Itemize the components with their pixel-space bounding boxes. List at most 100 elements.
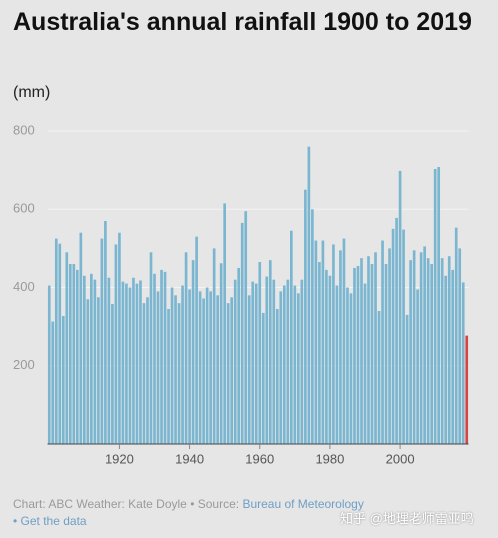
bar — [272, 279, 276, 444]
bar — [118, 232, 121, 444]
bar — [121, 281, 125, 444]
bar — [258, 262, 262, 444]
bar — [381, 240, 384, 444]
bar — [311, 209, 314, 444]
x-tick-label: 1920 — [105, 451, 134, 466]
bar — [335, 285, 339, 444]
bar — [65, 252, 69, 444]
bar — [251, 281, 255, 444]
bar — [332, 244, 335, 444]
bar — [100, 238, 104, 444]
source-link[interactable]: Bureau of Meteorology — [242, 497, 364, 511]
bar — [163, 271, 167, 444]
bar — [430, 264, 433, 444]
bar — [58, 243, 62, 444]
bar — [226, 303, 230, 444]
bar — [437, 166, 441, 444]
bar — [293, 285, 297, 444]
bar — [79, 232, 83, 444]
bar — [461, 282, 465, 444]
bar — [233, 279, 237, 444]
y-tick-label: 400 — [13, 279, 35, 294]
bar — [321, 240, 325, 444]
x-tick-label: 2000 — [386, 451, 415, 466]
bar — [61, 316, 65, 444]
bar — [304, 189, 307, 444]
bar — [244, 211, 248, 444]
bar — [188, 289, 191, 444]
bar — [444, 275, 448, 444]
bar — [261, 312, 265, 444]
bar — [149, 252, 153, 444]
x-tick-label: 1980 — [315, 451, 344, 466]
y-axis-label: (mm) — [13, 84, 51, 101]
bar — [349, 293, 353, 444]
bar — [419, 252, 423, 444]
bar — [254, 283, 258, 444]
bar — [86, 299, 90, 444]
bar — [142, 303, 146, 444]
bar — [230, 297, 234, 444]
bar — [54, 238, 58, 444]
bar — [174, 295, 177, 444]
bar — [402, 229, 405, 444]
bar — [282, 285, 286, 444]
bar — [279, 291, 283, 444]
bar — [93, 279, 97, 444]
bar — [146, 297, 149, 444]
bar — [465, 335, 469, 444]
bar — [83, 275, 86, 444]
chart-title: Australia's annual rainfall 1900 to 2019 — [13, 8, 472, 36]
bar — [416, 289, 419, 444]
bar — [367, 256, 370, 444]
bar — [202, 298, 205, 444]
bar — [423, 246, 426, 444]
bar — [167, 309, 170, 444]
bar — [219, 263, 223, 444]
bar — [458, 248, 462, 444]
bar — [398, 170, 402, 444]
bar — [328, 275, 332, 444]
bar — [346, 287, 349, 444]
footer: Chart: ABC Weather: Kate Doyle • Source:… — [13, 496, 413, 530]
bar — [356, 265, 360, 444]
bar — [433, 168, 437, 445]
bar — [318, 262, 321, 444]
bar — [209, 291, 212, 444]
bar — [132, 277, 135, 444]
bar — [286, 279, 290, 444]
bar — [314, 240, 318, 444]
x-tick-label: 1940 — [175, 451, 204, 466]
bar — [170, 287, 174, 444]
y-tick-label: 200 — [13, 357, 35, 372]
bar — [75, 269, 79, 444]
bar — [216, 295, 219, 444]
bar — [300, 279, 304, 444]
bar — [353, 267, 356, 444]
bar — [107, 277, 111, 444]
bar — [325, 269, 328, 444]
bar — [198, 291, 202, 444]
bar — [405, 314, 409, 444]
bar — [289, 230, 293, 444]
bar — [160, 269, 163, 444]
bar — [412, 250, 416, 444]
bar — [128, 287, 132, 444]
bar — [275, 309, 279, 444]
bar — [212, 248, 216, 444]
bar — [384, 264, 388, 444]
bar — [72, 264, 76, 444]
bar — [104, 220, 107, 444]
data-link[interactable]: • Get the data — [13, 514, 87, 528]
bar — [268, 260, 272, 444]
bar — [191, 260, 195, 444]
bar — [125, 283, 128, 444]
bar — [135, 283, 139, 444]
bar — [409, 260, 412, 444]
bar — [195, 236, 198, 444]
y-tick-label: 800 — [13, 122, 35, 137]
source-text: Chart: ABC Weather: Kate Doyle • Source: — [13, 497, 240, 511]
watermark: 知乎 @地理老师雷亚鸣 — [340, 511, 474, 526]
bar — [139, 280, 142, 444]
